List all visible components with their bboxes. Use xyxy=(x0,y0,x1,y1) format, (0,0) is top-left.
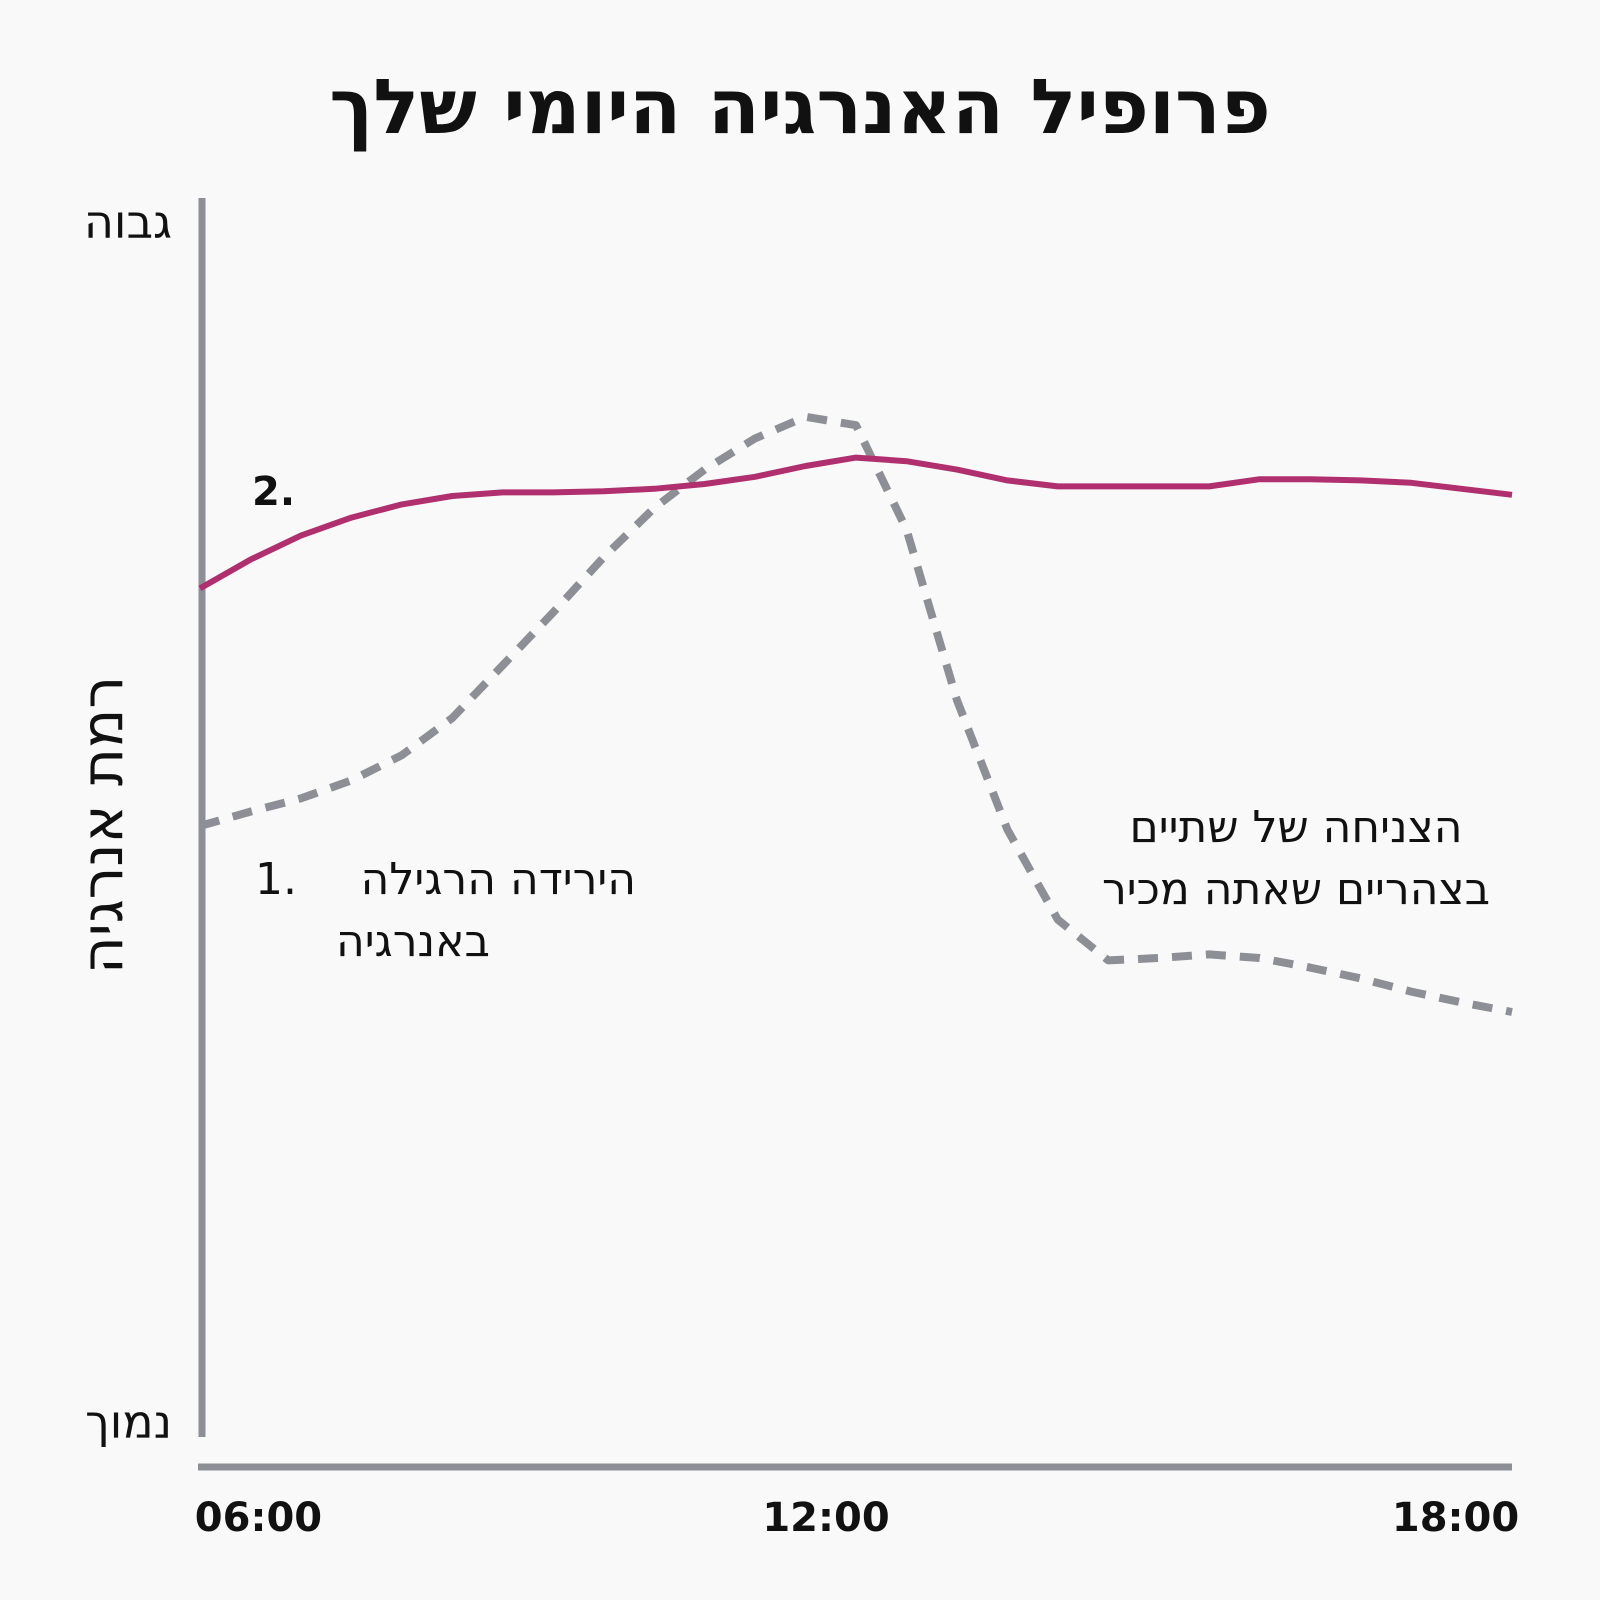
annotation-text: בצהריים שאתה מכיר xyxy=(1102,864,1490,915)
y-axis-label: רמת אנרגיה xyxy=(68,676,136,974)
annotation-marker: 1. xyxy=(255,854,297,905)
y-tick-label: גבוה xyxy=(84,195,172,249)
series-line xyxy=(198,454,1513,592)
annotation-text: באנרגיה xyxy=(336,916,490,967)
x-tick-label: 18:00 xyxy=(1392,1495,1519,1541)
y-tick-label: נמוך xyxy=(85,1395,172,1449)
x-tick-label: 06:00 xyxy=(195,1495,322,1541)
annotation-text: הירידה הרגילה xyxy=(361,854,636,905)
annotation-text: הצניחה של שתיים xyxy=(1130,802,1463,853)
x-tick-label: 12:00 xyxy=(762,1495,889,1541)
series-line xyxy=(198,412,1513,1016)
chart-title: פרופיל האנרגיה היומי שלך xyxy=(329,62,1270,151)
annotation-marker: 2. xyxy=(252,469,295,515)
